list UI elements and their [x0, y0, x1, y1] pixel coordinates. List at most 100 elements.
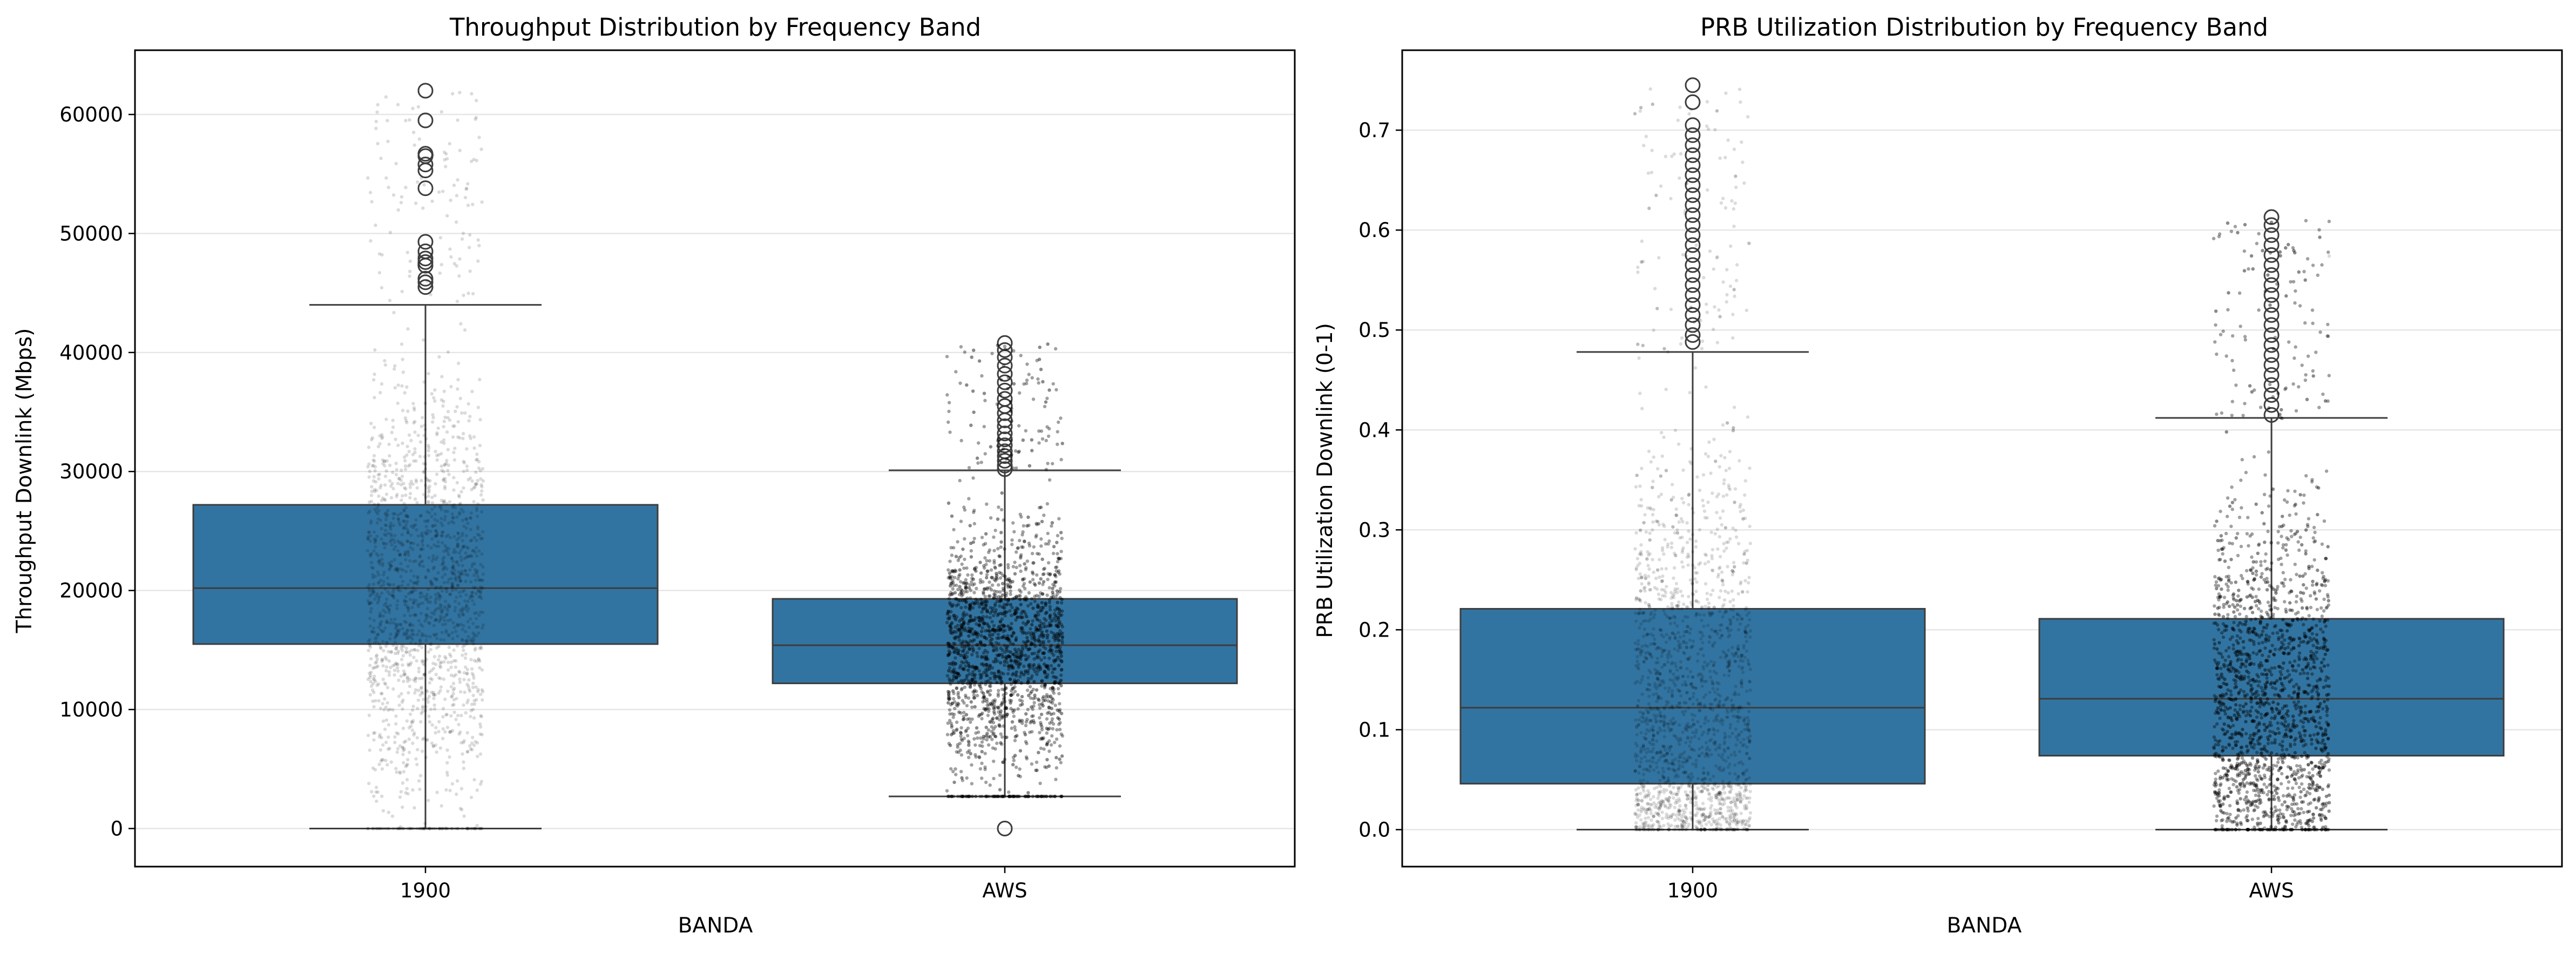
jitter-point: [463, 569, 467, 573]
jitter-point: [409, 579, 413, 583]
jitter-point: [447, 472, 451, 476]
jitter-point: [383, 483, 387, 487]
jitter-point: [467, 419, 471, 423]
jitter-point: [456, 178, 459, 182]
jitter-point: [374, 786, 378, 789]
jitter-point: [391, 643, 395, 647]
jitter-point: [423, 483, 428, 488]
jitter-point: [395, 633, 399, 637]
jitter-point: [382, 629, 386, 633]
jitter-point: [479, 586, 483, 591]
jitter-point: [421, 206, 425, 210]
jitter-point: [376, 141, 380, 146]
jitter-point: [396, 567, 400, 571]
jitter-point: [440, 508, 443, 511]
outlier-point: [417, 254, 434, 270]
jitter-point: [449, 384, 453, 389]
jitter-point: [457, 670, 461, 673]
jitter-point: [470, 488, 474, 491]
jitter-point: [469, 658, 473, 661]
jitter-point: [469, 639, 473, 643]
jitter-point: [459, 741, 463, 745]
jitter-point: [373, 348, 377, 352]
jitter-point: [452, 184, 456, 187]
jitter-point: [441, 623, 445, 627]
jitter-point: [408, 559, 412, 563]
jitter-point: [422, 183, 426, 187]
jitter-point: [408, 496, 412, 500]
jitter-point: [381, 541, 386, 545]
jitter-point: [406, 409, 410, 413]
jitter-point: [445, 587, 449, 591]
jitter-point: [440, 498, 443, 502]
jitter-point: [402, 740, 406, 744]
jitter-point: [396, 732, 400, 736]
jitter-point: [404, 558, 408, 562]
jitter-point: [479, 510, 484, 514]
jitter-point: [466, 606, 471, 611]
jitter-point: [447, 463, 450, 467]
jitter-point: [404, 739, 408, 744]
jitter-point: [423, 619, 427, 623]
jitter-point: [448, 500, 452, 504]
jitter-point: [373, 574, 377, 578]
jitter-point: [435, 454, 439, 457]
jitter-point: [417, 644, 421, 647]
jitter-point: [472, 435, 476, 439]
jitter-point: [439, 638, 443, 642]
jitter-point: [373, 540, 377, 545]
jitter-point: [457, 615, 461, 619]
jitter-point: [480, 489, 484, 493]
jitter-point: [371, 677, 375, 681]
jitter-point: [372, 475, 376, 479]
jitter-point: [466, 555, 470, 558]
jitter-point: [416, 543, 420, 547]
jitter-point: [423, 663, 427, 667]
jitter-point: [471, 631, 475, 635]
jitter-point: [479, 725, 483, 729]
jitter-point: [368, 617, 372, 620]
jitter-point: [434, 598, 437, 602]
jitter-point: [438, 664, 442, 668]
jitter-point: [368, 748, 371, 752]
jitter-point: [464, 555, 468, 559]
jitter-point: [439, 505, 443, 509]
jitter-point: [461, 510, 465, 513]
jitter-point: [475, 546, 478, 550]
jitter-point: [424, 476, 428, 480]
jitter-point: [383, 546, 387, 550]
jitter-point: [397, 476, 401, 481]
jitter-point: [458, 257, 462, 261]
jitter-point: [432, 396, 436, 400]
jitter-point: [400, 692, 403, 696]
jitter-point: [463, 599, 467, 603]
jitter-point: [424, 658, 429, 661]
jitter-point: [481, 530, 485, 534]
jitter-point: [453, 572, 457, 576]
jitter-point: [455, 481, 459, 485]
jitter-point: [393, 512, 397, 516]
jitter-point: [462, 613, 465, 617]
jitter-point: [475, 506, 478, 510]
jitter-point: [374, 661, 377, 665]
jitter-point: [478, 377, 482, 382]
jitter-point: [481, 578, 485, 583]
jitter-point: [477, 533, 482, 537]
jitter-point: [481, 610, 485, 614]
jitter-point: [393, 364, 397, 368]
outlier-point: [417, 234, 434, 250]
jitter-point: [442, 425, 445, 429]
jitter-point: [431, 583, 435, 586]
jitter-point: [434, 663, 438, 666]
jitter-point: [411, 402, 415, 405]
jitter-point: [479, 714, 483, 718]
jitter-point: [393, 740, 397, 745]
jitter-point: [479, 563, 483, 566]
jitter-point: [428, 621, 431, 626]
jitter-point: [455, 560, 459, 564]
jitter-point: [464, 639, 468, 643]
jitter-point: [410, 720, 414, 724]
jitter-point: [374, 636, 378, 639]
jitter-point: [396, 747, 400, 751]
jitter-point: [377, 699, 381, 703]
